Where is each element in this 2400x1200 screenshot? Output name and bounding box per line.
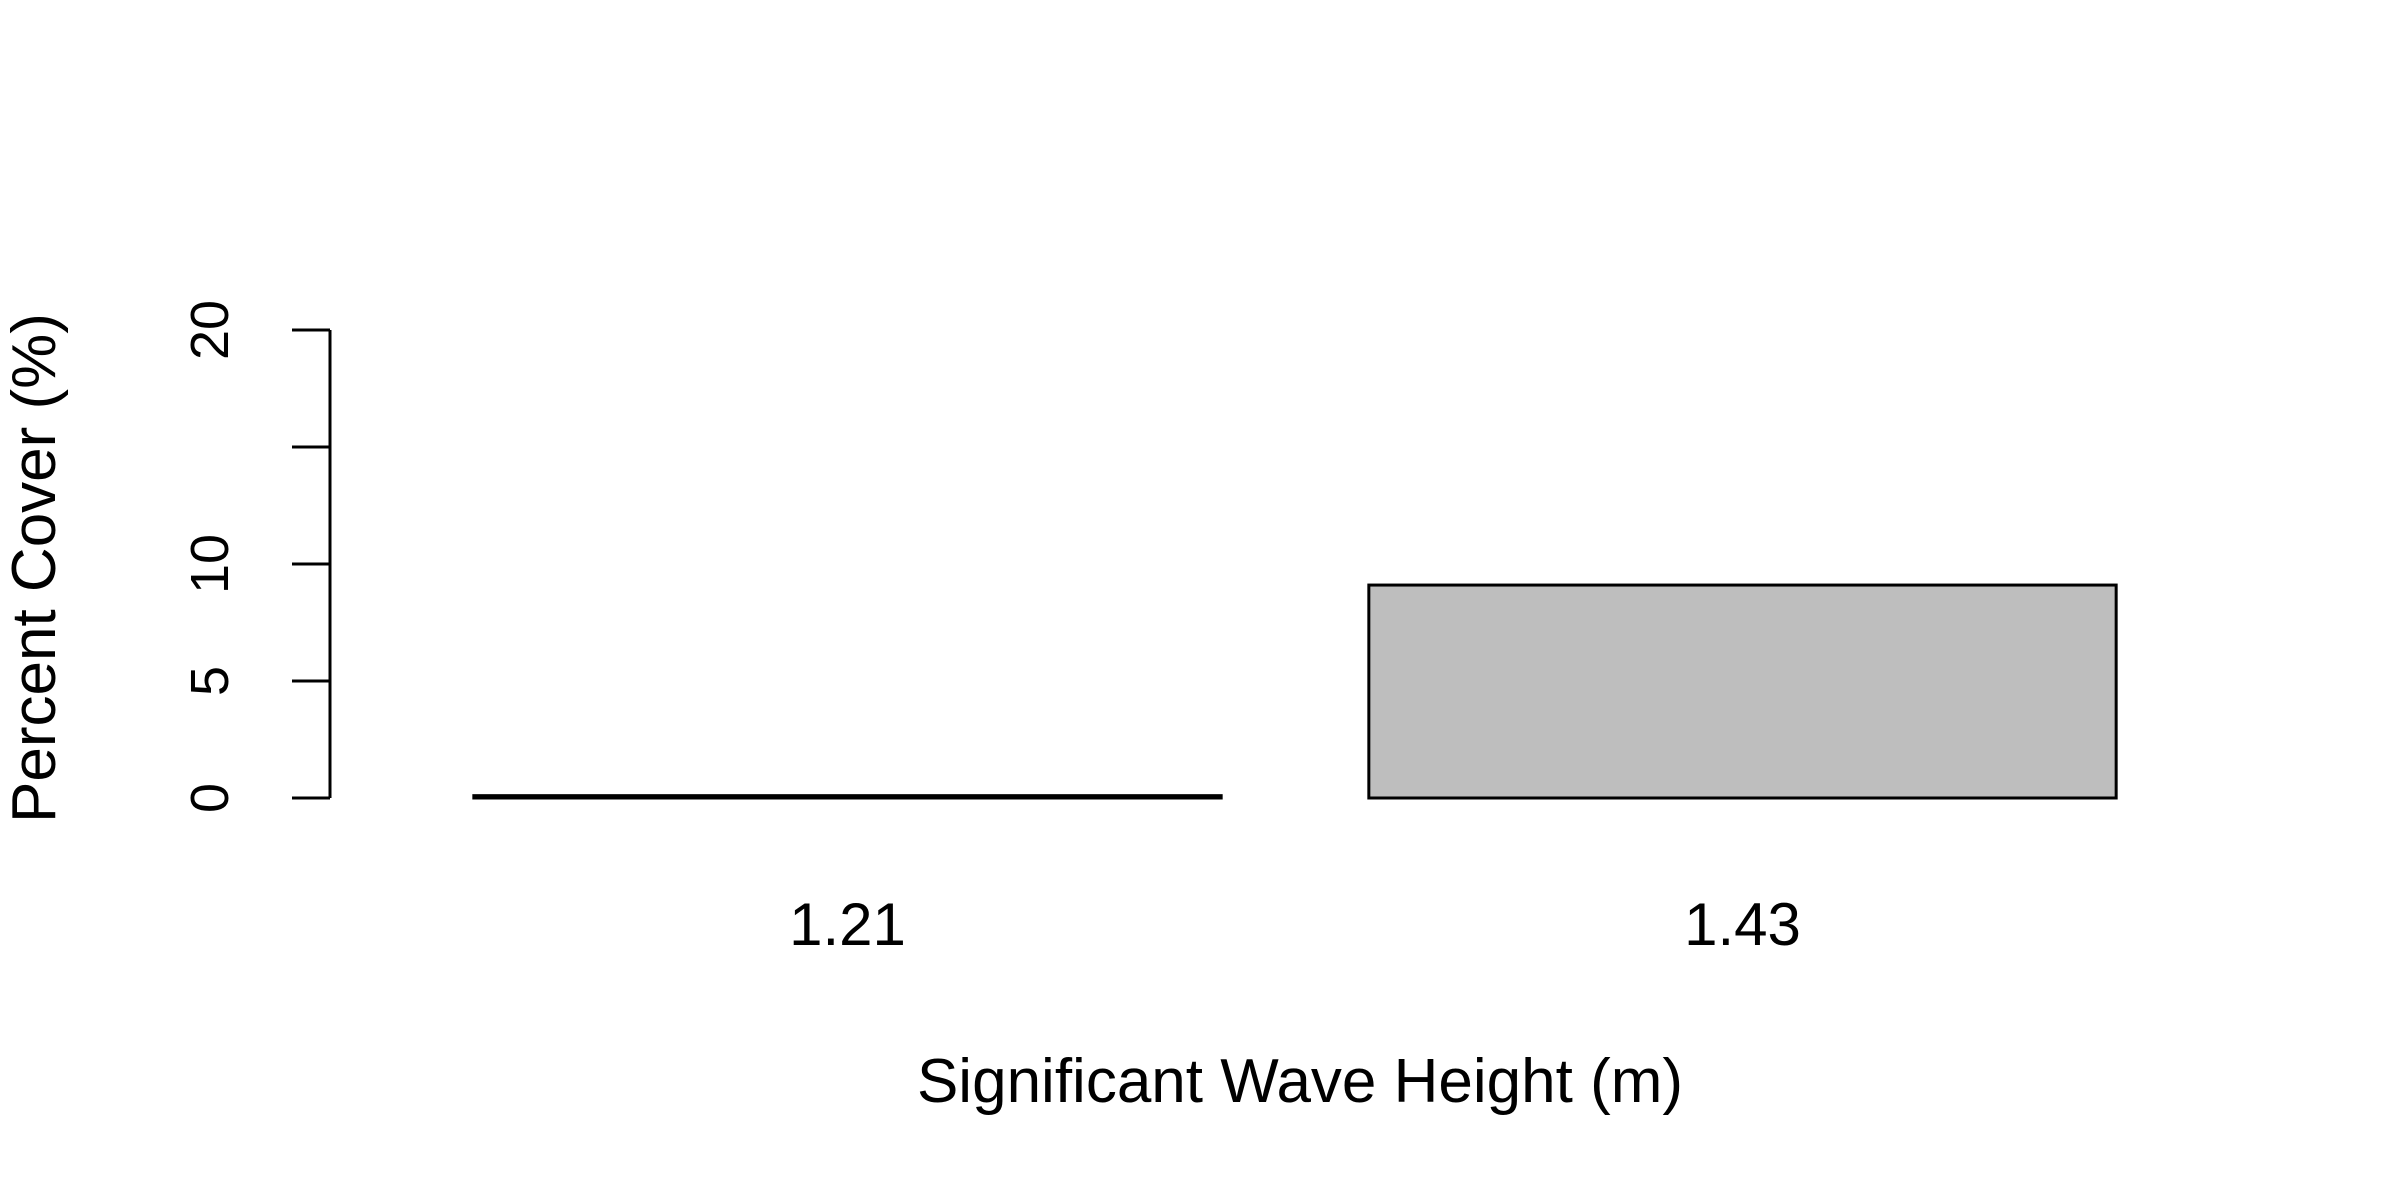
bars-group <box>472 583 2118 800</box>
y-tick-label-5: 5 <box>180 666 240 696</box>
y-axis-title: Percent Cover (%) <box>0 313 69 823</box>
bar-1.43 <box>1367 583 2118 800</box>
x-tick-label-1.21: 1.21 <box>789 891 906 958</box>
y-axis: 0 5 10 20 <box>180 300 332 813</box>
x-tick-label-1.43: 1.43 <box>1684 891 1801 958</box>
bar-1.21 <box>472 794 1223 800</box>
y-tick-label-10: 10 <box>180 534 240 594</box>
x-axis-title: Significant Wave Height (m) <box>917 1047 1683 1116</box>
y-tick-label-20: 20 <box>180 300 240 360</box>
x-category-labels: 1.21 1.43 <box>789 891 1801 958</box>
y-tick-label-0: 0 <box>180 783 240 813</box>
